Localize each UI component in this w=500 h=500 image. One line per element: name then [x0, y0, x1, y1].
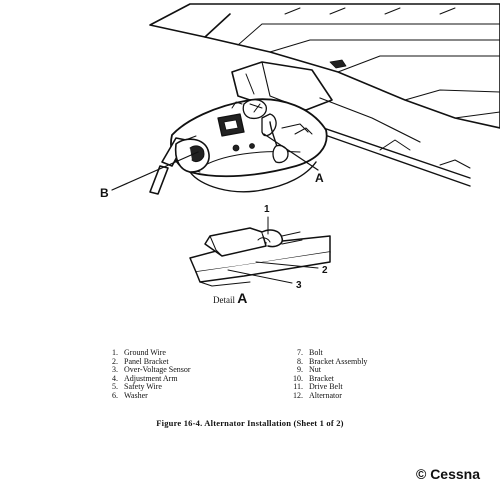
propeller: [149, 137, 210, 195]
figure-title: Figure 16-4. Alternator Installation (Sh…: [156, 418, 344, 428]
detail-caption-letter: A: [237, 290, 248, 306]
legend-item: 8. Bracket Assembly: [297, 356, 368, 366]
legend-item: 10. Bracket: [293, 373, 334, 383]
legend-item: 1. Ground Wire: [112, 348, 166, 357]
wing: [149, 3, 500, 129]
detail-callout-2: 2: [322, 265, 328, 276]
leader-a: [263, 133, 319, 171]
engine-components: [217, 99, 313, 164]
legend-item: 5. Safety Wire: [112, 382, 162, 391]
callout-b: B: [100, 186, 109, 200]
callout-a: A: [315, 171, 324, 185]
legend-item: 2. Panel Bracket: [112, 356, 169, 366]
detail-callout-1: 1: [264, 204, 270, 215]
parts-legend-right: 7. Bolt 8. Bracket Assembly 9. Nut 10. Brack…: [283, 348, 368, 400]
parts-legend-left: 1. Ground Wire 2. Panel Bracket 3. Over-Vol…: [98, 348, 191, 400]
detail-caption-prefix: Detail: [213, 295, 235, 305]
detail-leaders: [227, 216, 319, 284]
leader-b: [111, 151, 199, 191]
detail-a-caption: Detail A: [213, 291, 247, 307]
detail-a-drawing: [189, 227, 331, 287]
legend-item: 11. Drive Belt: [293, 382, 343, 391]
callout-leaders: [111, 133, 319, 191]
copyright-notice: © Cessna: [415, 466, 480, 482]
wing-strut: [299, 119, 471, 187]
cabin: [231, 61, 421, 143]
legend-item: 7. Bolt: [297, 348, 323, 357]
legend-item: 3. Over-Voltage Sensor: [112, 365, 191, 374]
legend-item: 6. Washer: [112, 390, 148, 400]
detail-callout-3: 3: [296, 280, 302, 291]
legend-item: 9. Nut: [297, 365, 321, 374]
legend-item: 4. Adjustment Arm: [112, 373, 178, 383]
legend-item: 12. Alternator: [293, 390, 342, 400]
